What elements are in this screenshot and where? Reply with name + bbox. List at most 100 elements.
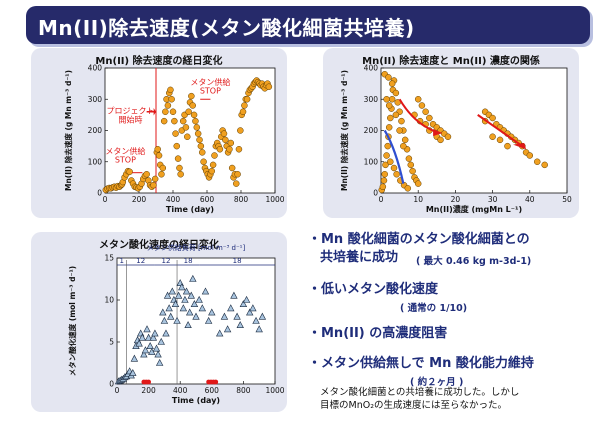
data-point (232, 180, 240, 187)
y-tick-label: 100 (88, 157, 103, 166)
data-point-triangle (252, 316, 260, 324)
data-point (414, 180, 422, 187)
y-axis-label: Mn(II) 除去速度 (g Mn m⁻³ d⁻¹) (339, 70, 349, 191)
panel-removal-rate: Mn(II) 除去速度の経日変化 0 200 400 600 800 1000 0 100 20… (31, 48, 287, 218)
x-tick-label: 50 (562, 195, 572, 204)
trend-arrow-red-1 (433, 128, 443, 137)
data-point-stop (213, 379, 219, 385)
data-point (387, 114, 394, 122)
data-point (390, 164, 398, 172)
load-segment-label: 12 (136, 257, 145, 265)
data-point-triangle (149, 333, 158, 341)
x-tick-label: 600 (200, 195, 215, 204)
trend-line-red-2 (477, 114, 523, 147)
data-point (234, 171, 241, 178)
data-point-triangle (242, 295, 251, 303)
data-point (182, 124, 190, 131)
annotation-stop-2-2: STOP (200, 87, 221, 96)
conclusion-note: メタン酸化細菌との共培養に成功した。しかし 目標のMnO₂の生成速度には至らなか… (320, 386, 519, 412)
data-point (143, 171, 150, 178)
data-point-triangle (155, 358, 164, 366)
x-tick-label: 0 (115, 386, 120, 395)
y-tick-label: 10 (104, 296, 114, 305)
data-point-triangle (246, 308, 254, 316)
data-point-triangle (167, 312, 175, 320)
panel-title-methane-rate: メタン酸化速度の経日変化 (99, 240, 219, 251)
trend-arrow-red-2 (513, 143, 527, 150)
data-point (444, 133, 452, 140)
data-point (243, 96, 251, 103)
data-point (418, 102, 426, 109)
plot-area (104, 67, 276, 194)
data-point (177, 171, 184, 178)
panel-title-removal-rate: Mn(II) 除去速度の経日変化 (95, 56, 223, 67)
panel-concentration-relation: Mn(II) 除去速度と Mn(II) 濃度の関係 0 10 20 30 40 50 0 10… (323, 48, 579, 218)
data-point (392, 111, 400, 119)
bullet-2-sub: ( 通常の 1/10) (400, 303, 468, 314)
y-tick-label: 0 (109, 380, 114, 389)
data-point-triangle (233, 312, 241, 320)
x-tick-label: 800 (234, 195, 249, 204)
panel-methane-rate: メタン酸化速度の経日変化 0 200 400 600 800 1000 0 5 10 15 Time… (31, 232, 287, 412)
data-point (235, 146, 243, 153)
data-point (168, 96, 175, 103)
data-point (405, 155, 413, 162)
title-bar: Mn(II)除去速度(メタン酸化細菌共培養) (26, 6, 590, 44)
data-point (401, 136, 409, 144)
bullet-4-sub: ( 約２ヶ月 ) (410, 377, 464, 388)
data-point-triangle (138, 333, 146, 341)
x-tick-label: 0 (103, 195, 108, 204)
data-point (384, 142, 391, 150)
chart-methane-rate: 0 200 400 600 800 1000 0 5 10 15 Time (day) メタン酸化速度… (67, 243, 285, 405)
data-point-triangle (174, 291, 183, 299)
bullet-1: ・Mn 酸化細菌のメタン酸化細菌との (308, 232, 530, 247)
load-segment-label: 18 (184, 257, 193, 265)
data-point-triangle (146, 342, 154, 349)
data-point (239, 108, 247, 115)
annotation-stop-1-2: STOP (115, 156, 136, 165)
data-point-triangle (208, 308, 216, 316)
x-tick-label: 40 (525, 195, 535, 204)
data-point (400, 142, 407, 150)
data-point (409, 167, 416, 175)
y-tick-label: 5 (109, 338, 114, 347)
data-point (237, 127, 244, 134)
data-point (208, 167, 216, 175)
data-point (179, 117, 187, 125)
data-point (200, 158, 207, 165)
data-point (220, 130, 228, 137)
data-point-triangle (157, 337, 165, 345)
y-tick-label: 15 (104, 254, 114, 263)
data-point-triangle (143, 325, 151, 333)
data-point (392, 89, 400, 97)
data-point-triangle (148, 347, 156, 355)
data-point (172, 130, 179, 137)
x-tick-label: 0 (379, 195, 384, 204)
data-point (385, 102, 393, 109)
annotation-project-start-2: 開始時 (119, 115, 143, 125)
data-point (533, 158, 541, 165)
data-point (393, 171, 400, 178)
data-point (176, 164, 183, 172)
y-tick-label: 400 (364, 64, 379, 73)
data-point (414, 96, 422, 103)
data-point (388, 80, 396, 87)
data-point (388, 96, 396, 103)
data-point-triangle (227, 304, 235, 312)
data-point (173, 142, 180, 150)
data-point (164, 102, 172, 109)
data-point (198, 149, 206, 156)
y-tick-label: 0 (97, 189, 102, 198)
data-point-triangle (201, 287, 210, 295)
load-legend-label: メタン供給負荷 [mol m⁻³ d⁻¹] (147, 243, 246, 252)
panel-title-concentration-relation: Mn(II) 除去速度と Mn(II) 濃度の関係 (362, 56, 540, 67)
annotation-project-start: プロジェクト (107, 106, 155, 115)
data-point-triangle (129, 368, 137, 376)
data-point-triangle (159, 308, 167, 316)
data-point-triangle (168, 287, 176, 295)
data-point (222, 136, 229, 144)
data-point-triangle (178, 283, 186, 291)
data-point (154, 146, 161, 153)
chart-concentration-relation: 0 10 20 30 40 50 0 100 200 300 400 Mn(II)濃度 (mgMn L… (339, 64, 572, 215)
